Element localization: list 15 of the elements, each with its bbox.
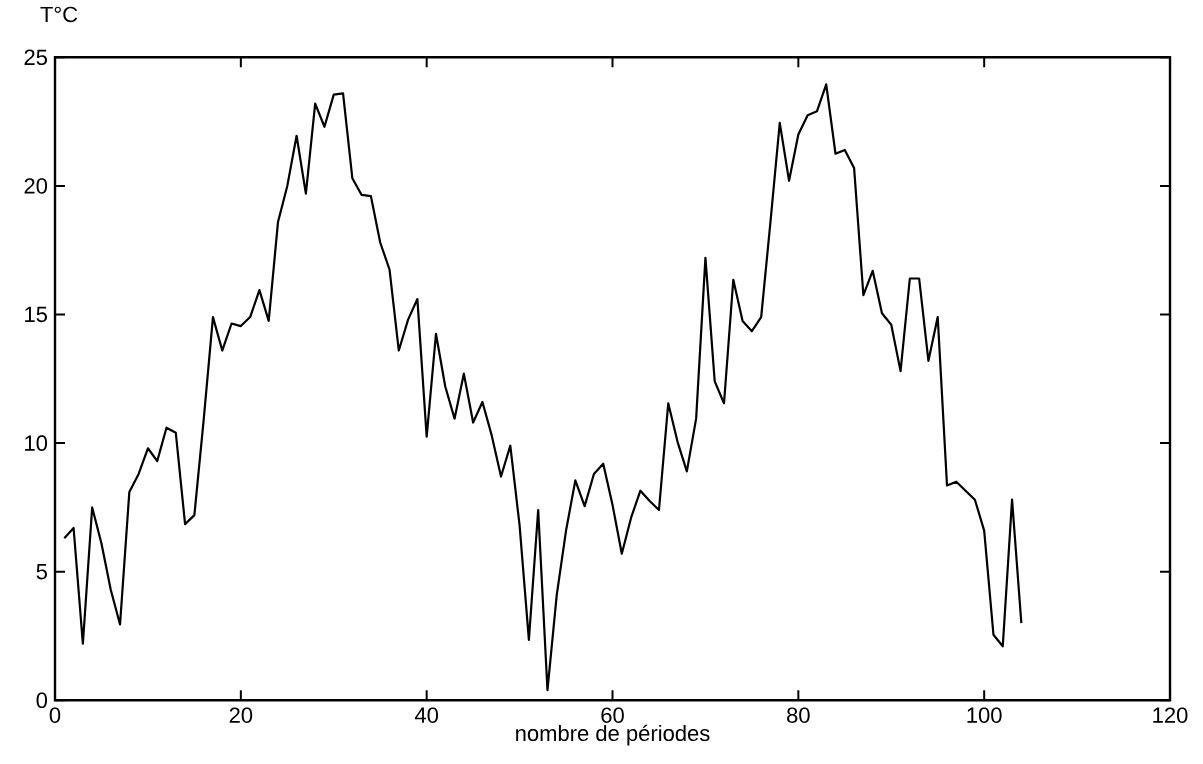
y-tick-label: 20 xyxy=(24,177,48,194)
y-tick-label: 10 xyxy=(25,435,48,451)
y-tick-label: 5 xyxy=(36,563,47,580)
y-axis-title: T°C xyxy=(40,6,78,23)
y-tick-label: 25 xyxy=(24,49,47,65)
y-tick-label: 0 xyxy=(36,692,48,708)
x-tick-label: 60 xyxy=(601,707,624,723)
y-tick-label: 15 xyxy=(25,306,47,323)
x-tick-label: 40 xyxy=(414,707,439,723)
x-tick-label: 20 xyxy=(229,707,253,723)
x-tick-label: 80 xyxy=(787,707,810,723)
x-tick-label: 100 xyxy=(967,707,1002,723)
x-tick-label: 120 xyxy=(1153,707,1188,723)
x-tick-label: 0 xyxy=(49,707,61,723)
x-axis-title: nombre de périodes xyxy=(516,724,710,746)
